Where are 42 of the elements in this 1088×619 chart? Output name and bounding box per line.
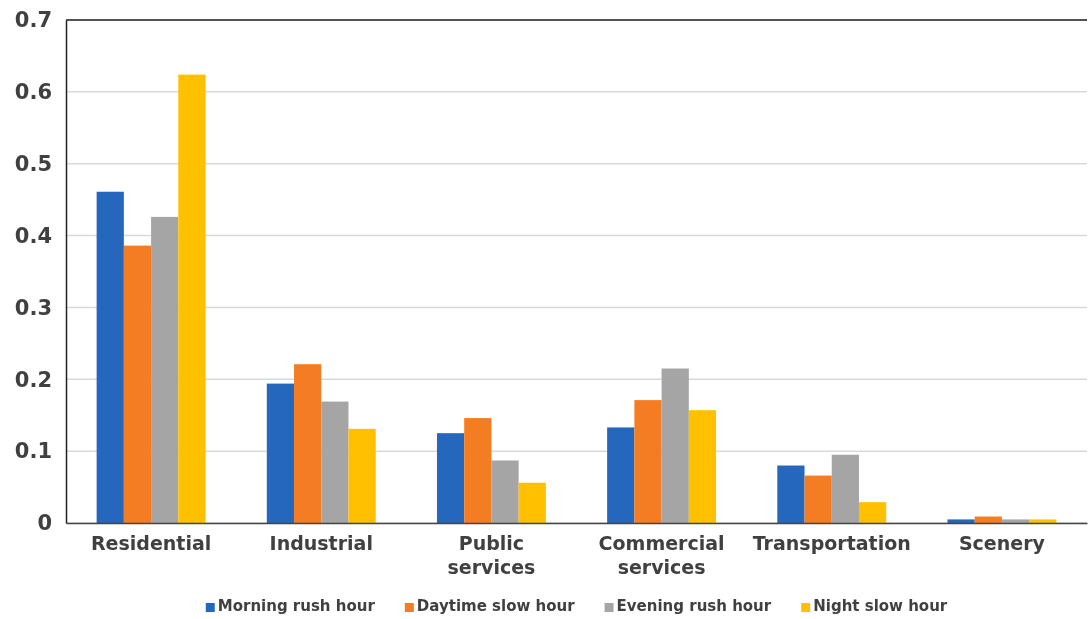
bar <box>96 191 124 523</box>
bar <box>777 465 805 523</box>
x-tick-label: Industrial <box>269 532 373 555</box>
bar <box>831 454 859 523</box>
x-tick-label: Commercial services <box>598 532 725 579</box>
bar <box>491 460 519 523</box>
y-tick-label: 0.6 <box>14 80 52 105</box>
bar <box>661 368 689 523</box>
bar <box>348 428 376 523</box>
x-tick-label: Scenery <box>958 532 1046 555</box>
bar <box>688 410 717 523</box>
bar <box>607 427 635 523</box>
y-tick-label: 0.3 <box>14 295 52 320</box>
y-tick-label: 0.2 <box>14 367 52 392</box>
y-tick-label: 0.5 <box>14 151 52 176</box>
bar <box>151 216 179 523</box>
legend-label: Daytime slow hour <box>416 597 576 615</box>
x-tick-label: Public services <box>447 532 536 579</box>
legend-label: Night slow hour <box>813 597 948 615</box>
bar <box>518 482 546 523</box>
bar <box>1029 519 1057 523</box>
bar <box>858 502 887 523</box>
bar <box>947 519 975 523</box>
bar <box>123 245 152 523</box>
bar <box>634 400 662 523</box>
bar <box>178 74 206 523</box>
bar <box>1001 519 1030 523</box>
bar <box>294 364 322 523</box>
bar <box>464 418 492 523</box>
x-tick-label: Residential <box>90 532 212 555</box>
y-tick-label: 0.4 <box>14 223 52 248</box>
bar <box>974 516 1002 523</box>
bar <box>436 433 465 523</box>
x-tick-label: Transportation <box>752 532 911 555</box>
y-tick-label: 0.7 <box>14 8 52 33</box>
legend-label: Morning rush hour <box>217 597 376 615</box>
y-tick-label: 0.1 <box>14 439 52 464</box>
bar <box>321 401 349 523</box>
y-tick-label: 0 <box>37 511 52 536</box>
legend-label: Evening rush hour <box>616 597 772 615</box>
bar <box>804 475 832 523</box>
bar <box>266 383 295 523</box>
